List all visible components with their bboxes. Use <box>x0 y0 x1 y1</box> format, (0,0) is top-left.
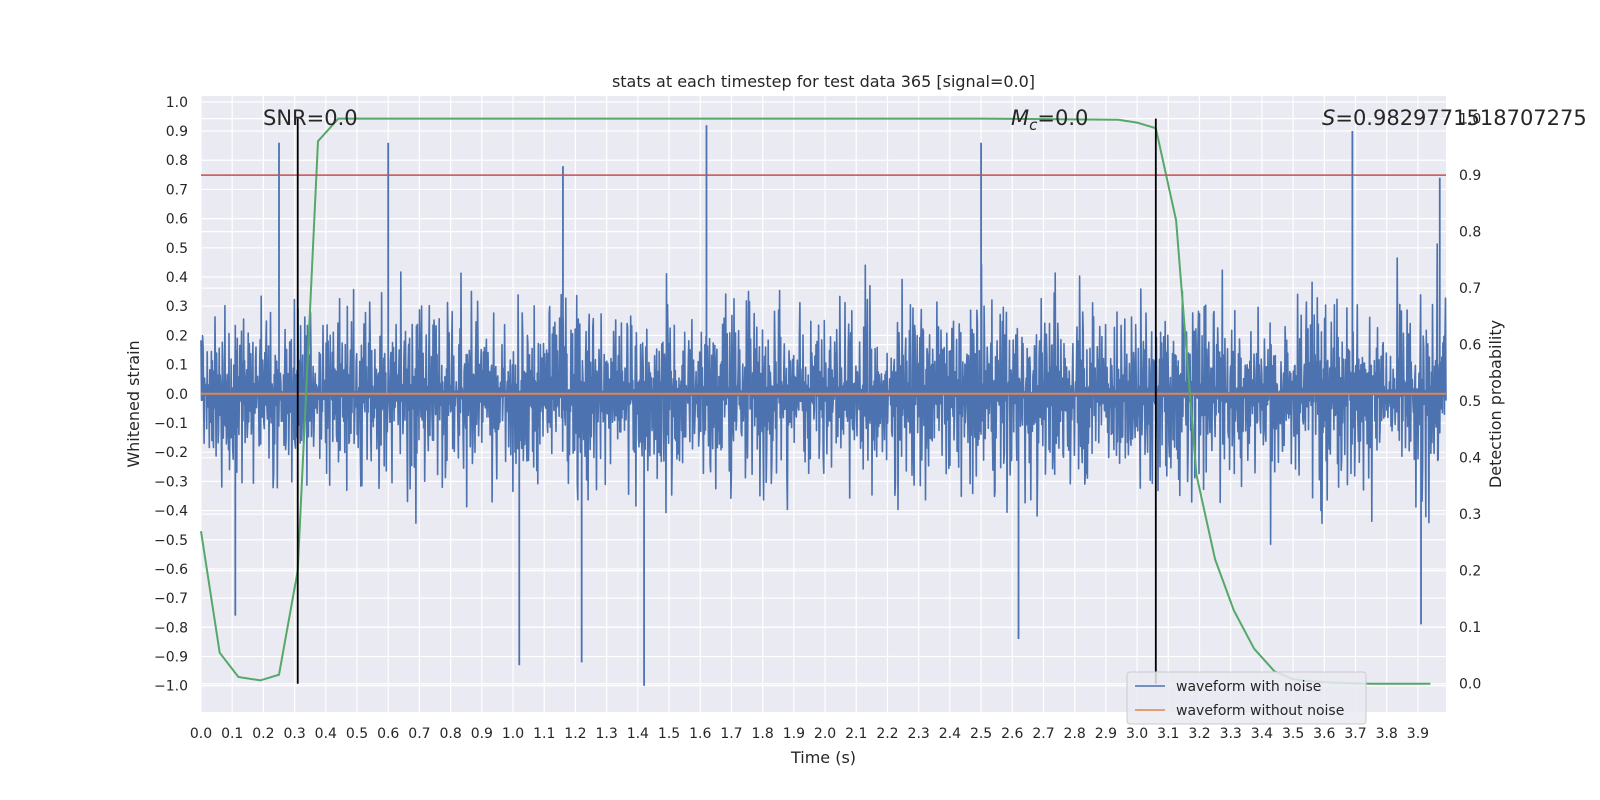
x-tick-label: 1.0 <box>502 726 524 742</box>
legend-label-noise: waveform with noise <box>1176 679 1321 695</box>
x-tick-label: 1.3 <box>596 726 618 742</box>
y-tick-label: 0.4 <box>166 270 188 286</box>
y-tick-label: −0.1 <box>154 416 188 432</box>
y-tick-label: 0.3 <box>166 299 188 315</box>
y-tick-label: −0.3 <box>154 474 188 490</box>
y-axis-label: Whitened strain <box>124 340 143 467</box>
chirp-mass-value: =0.0 <box>1037 106 1088 130</box>
y2-tick-label: 0.8 <box>1459 225 1481 241</box>
x-tick-label: 2.4 <box>939 726 961 742</box>
x-tick-label: 3.0 <box>1126 726 1148 742</box>
y-tick-label: −0.7 <box>154 591 188 607</box>
y2-axis-label: Detection probability <box>1486 320 1505 488</box>
y-tick-label: 0.8 <box>166 153 188 169</box>
y-tick-label: 0.7 <box>166 182 188 198</box>
x-tick-label: 3.7 <box>1344 726 1366 742</box>
chart-title: stats at each timestep for test data 365… <box>612 72 1035 91</box>
x-tick-label: 1.5 <box>658 726 680 742</box>
y-tick-label: −0.6 <box>154 562 188 578</box>
y2-tick-label: 0.1 <box>1459 620 1481 636</box>
x-tick-label: 3.8 <box>1376 726 1398 742</box>
x-tick-label: 3.9 <box>1407 726 1429 742</box>
x-tick-label: 2.1 <box>845 726 867 742</box>
x-tick-label: 3.6 <box>1313 726 1335 742</box>
x-tick-label: 2.7 <box>1032 726 1054 742</box>
y2-tick-label: 1.0 <box>1459 112 1481 128</box>
x-tick-label: 0.7 <box>408 726 430 742</box>
x-tick-label: 2.9 <box>1095 726 1117 742</box>
chirp-mass-symbol: M <box>1011 106 1029 130</box>
y-tick-label: 0.1 <box>166 358 188 374</box>
x-tick-label: 0.0 <box>190 726 212 742</box>
x-tick-label: 1.1 <box>533 726 555 742</box>
y2-tick-label: 0.0 <box>1459 677 1481 693</box>
x-axis-label: Time (s) <box>790 748 856 767</box>
y-tick-label: 0.2 <box>166 328 188 344</box>
x-tick-label: 3.5 <box>1282 726 1304 742</box>
x-tick-label: 3.2 <box>1188 726 1210 742</box>
score-annotation: S=0.9829771518707275 <box>1322 106 1587 130</box>
y-tick-label: −0.2 <box>154 445 188 461</box>
x-tick-label: 0.9 <box>471 726 493 742</box>
y2-tick-label: 0.4 <box>1459 451 1481 467</box>
x-tick-label: 2.3 <box>908 726 930 742</box>
legend: waveform with noise waveform without noi… <box>1126 671 1367 725</box>
x-tick-label: 0.6 <box>377 726 399 742</box>
score-symbol: S <box>1322 106 1335 130</box>
y2-tick-label: 0.9 <box>1459 168 1481 184</box>
x-tick-label: 0.3 <box>283 726 305 742</box>
y-tick-label: −0.5 <box>154 533 188 549</box>
y-tick-label: −1.0 <box>154 679 188 695</box>
waveform-with-noise-series <box>200 125 1447 686</box>
tick-labels: 0.0 0.1 0.2 0.3 0.4 0.5 0.6 0.7 0.8 0.9 1.0 1.1 1.2 1… <box>154 95 1481 742</box>
x-tick-label: 2.0 <box>814 726 836 742</box>
x-tick-label: 0.5 <box>346 726 368 742</box>
x-tick-label: 1.4 <box>627 726 649 742</box>
y2-tick-label: 0.2 <box>1459 564 1481 580</box>
x-tick-label: 0.8 <box>439 726 461 742</box>
score-value: =0.9829771518707275 <box>1335 106 1586 130</box>
x-tick-label: 1.7 <box>720 726 742 742</box>
x-tick-label: 0.2 <box>252 726 274 742</box>
x-tick-label: 2.2 <box>876 726 898 742</box>
y-tick-label: −0.4 <box>154 504 188 520</box>
y2-tick-label: 0.3 <box>1459 507 1481 523</box>
y-tick-label: 0.0 <box>166 387 188 403</box>
x-tick-label: 2.6 <box>1001 726 1023 742</box>
snr-annotation: SNR=0.0 <box>263 106 358 130</box>
x-tick-label: 3.4 <box>1251 726 1273 742</box>
y2-tick-label: 0.7 <box>1459 281 1481 297</box>
x-tick-label: 2.8 <box>1064 726 1086 742</box>
x-tick-label: 0.1 <box>221 726 243 742</box>
y-tick-label: −0.9 <box>154 650 188 666</box>
x-tick-label: 1.9 <box>783 726 805 742</box>
legend-label-clean: waveform without noise <box>1176 703 1344 719</box>
noise-trace <box>200 243 1447 545</box>
y2-tick-label: 0.5 <box>1459 394 1481 410</box>
y2-tick-label: 0.6 <box>1459 338 1481 354</box>
y-tick-label: 0.5 <box>166 241 188 257</box>
y-tick-label: 0.6 <box>166 212 188 228</box>
x-tick-label: 1.6 <box>689 726 711 742</box>
x-tick-label: 3.3 <box>1220 726 1242 742</box>
chirp-mass-subscript: c <box>1029 116 1038 134</box>
y-tick-label: 1.0 <box>166 95 188 111</box>
x-tick-label: 1.2 <box>564 726 586 742</box>
legend-box <box>1126 671 1367 725</box>
y-tick-label: 0.9 <box>166 124 188 140</box>
x-tick-label: 3.1 <box>1157 726 1179 742</box>
reference-lines <box>201 118 1446 684</box>
y-tick-label: −0.8 <box>154 620 188 636</box>
x-tick-label: 2.5 <box>970 726 992 742</box>
x-tick-label: 1.8 <box>752 726 774 742</box>
x-tick-label: 0.4 <box>315 726 337 742</box>
chirp-mass-annotation: Mc=0.0 <box>1011 106 1088 134</box>
